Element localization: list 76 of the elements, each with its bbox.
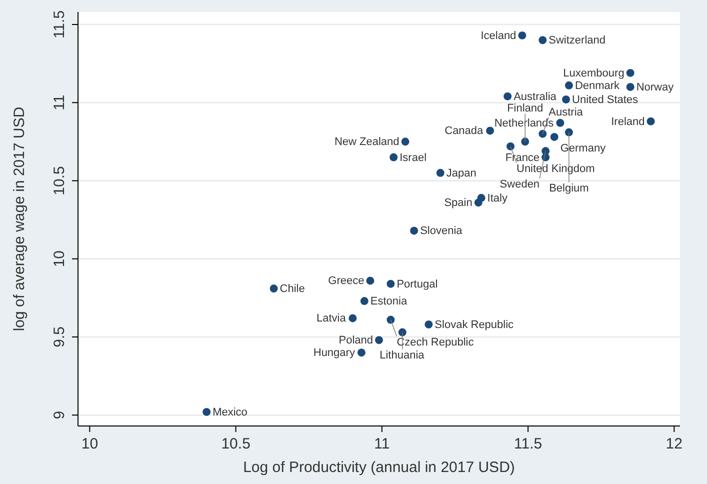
y-tick-label: 11.5 (51, 10, 68, 39)
x-tick-label: 11.5 (514, 436, 542, 452)
annotation: Latvia (316, 312, 347, 325)
point (348, 314, 357, 322)
point (401, 138, 410, 146)
annotation: Israel (400, 152, 427, 164)
point (538, 36, 547, 44)
point (506, 142, 514, 150)
point (360, 297, 368, 305)
annotation: Poland (338, 334, 373, 347)
point (375, 336, 383, 344)
point (521, 138, 530, 146)
annotation: Norway (636, 81, 674, 94)
annotation: Belgium (549, 182, 589, 194)
annotation: Greece (328, 275, 364, 288)
point (556, 118, 564, 127)
point (538, 130, 547, 138)
annotation: United Kingdom (516, 162, 595, 175)
annotation: Slovak Republic (434, 318, 514, 331)
y-tick-label: 9.5 (51, 326, 68, 348)
annotation: Finland (507, 102, 544, 115)
point (398, 328, 406, 336)
point (518, 31, 526, 40)
annotation: Germany (560, 142, 606, 154)
annotation: Portugal (396, 278, 438, 290)
annotation: Lithuania (380, 349, 426, 362)
annotation: Chile (280, 283, 305, 296)
point (474, 198, 482, 207)
point (410, 226, 418, 235)
annotation: Mexico (212, 406, 248, 418)
y-tick-label: 11 (51, 94, 68, 110)
point (562, 96, 570, 104)
y-tick-label: 9 (51, 410, 68, 420)
annotation: Italy (487, 192, 508, 204)
x-tick-label: 11 (374, 436, 390, 452)
x-tick-label: 10.5 (221, 436, 250, 452)
point (366, 276, 374, 285)
point (564, 81, 573, 90)
annotation: New Zealand (334, 136, 400, 148)
annotation: Luxembourg (563, 67, 624, 80)
annotation: Austria (548, 106, 584, 118)
point (390, 153, 398, 162)
annotation: Switzerland (548, 34, 606, 47)
annotation: Denmark (574, 80, 620, 92)
point (357, 348, 366, 357)
point (424, 320, 433, 328)
annotation: Japan (446, 167, 476, 180)
point (550, 133, 558, 141)
point (436, 168, 444, 177)
point (646, 117, 655, 126)
annotation: Australia (514, 90, 558, 103)
annotation: Canada (444, 125, 484, 138)
y-tick-label: 10.5 (51, 166, 68, 196)
point (486, 126, 494, 135)
point (270, 284, 278, 292)
annotation: United States (572, 94, 639, 106)
annotation: Spain (444, 197, 472, 210)
y-tick-label: 10 (51, 250, 68, 268)
annotation: Iceland (480, 30, 516, 42)
annotation: Hungary (313, 347, 356, 360)
annotation: Estonia (370, 296, 408, 308)
point (626, 83, 634, 91)
x-tick-label: 12 (666, 436, 682, 452)
point (626, 68, 634, 77)
annotation: Sweden (500, 178, 540, 191)
point (202, 408, 211, 416)
x-axis-title: Log of Productivity (annual in 2017 USD) (243, 459, 515, 476)
x-tick-label: 10 (81, 436, 98, 452)
point (564, 128, 573, 136)
annotation: Slovenia (420, 225, 464, 238)
annotation: Ireland (611, 116, 645, 128)
annotation: France (505, 152, 540, 164)
point (504, 92, 512, 100)
point (386, 316, 395, 324)
point (386, 280, 395, 288)
y-axis-title: log of average wage in 2017 USD (11, 106, 28, 332)
